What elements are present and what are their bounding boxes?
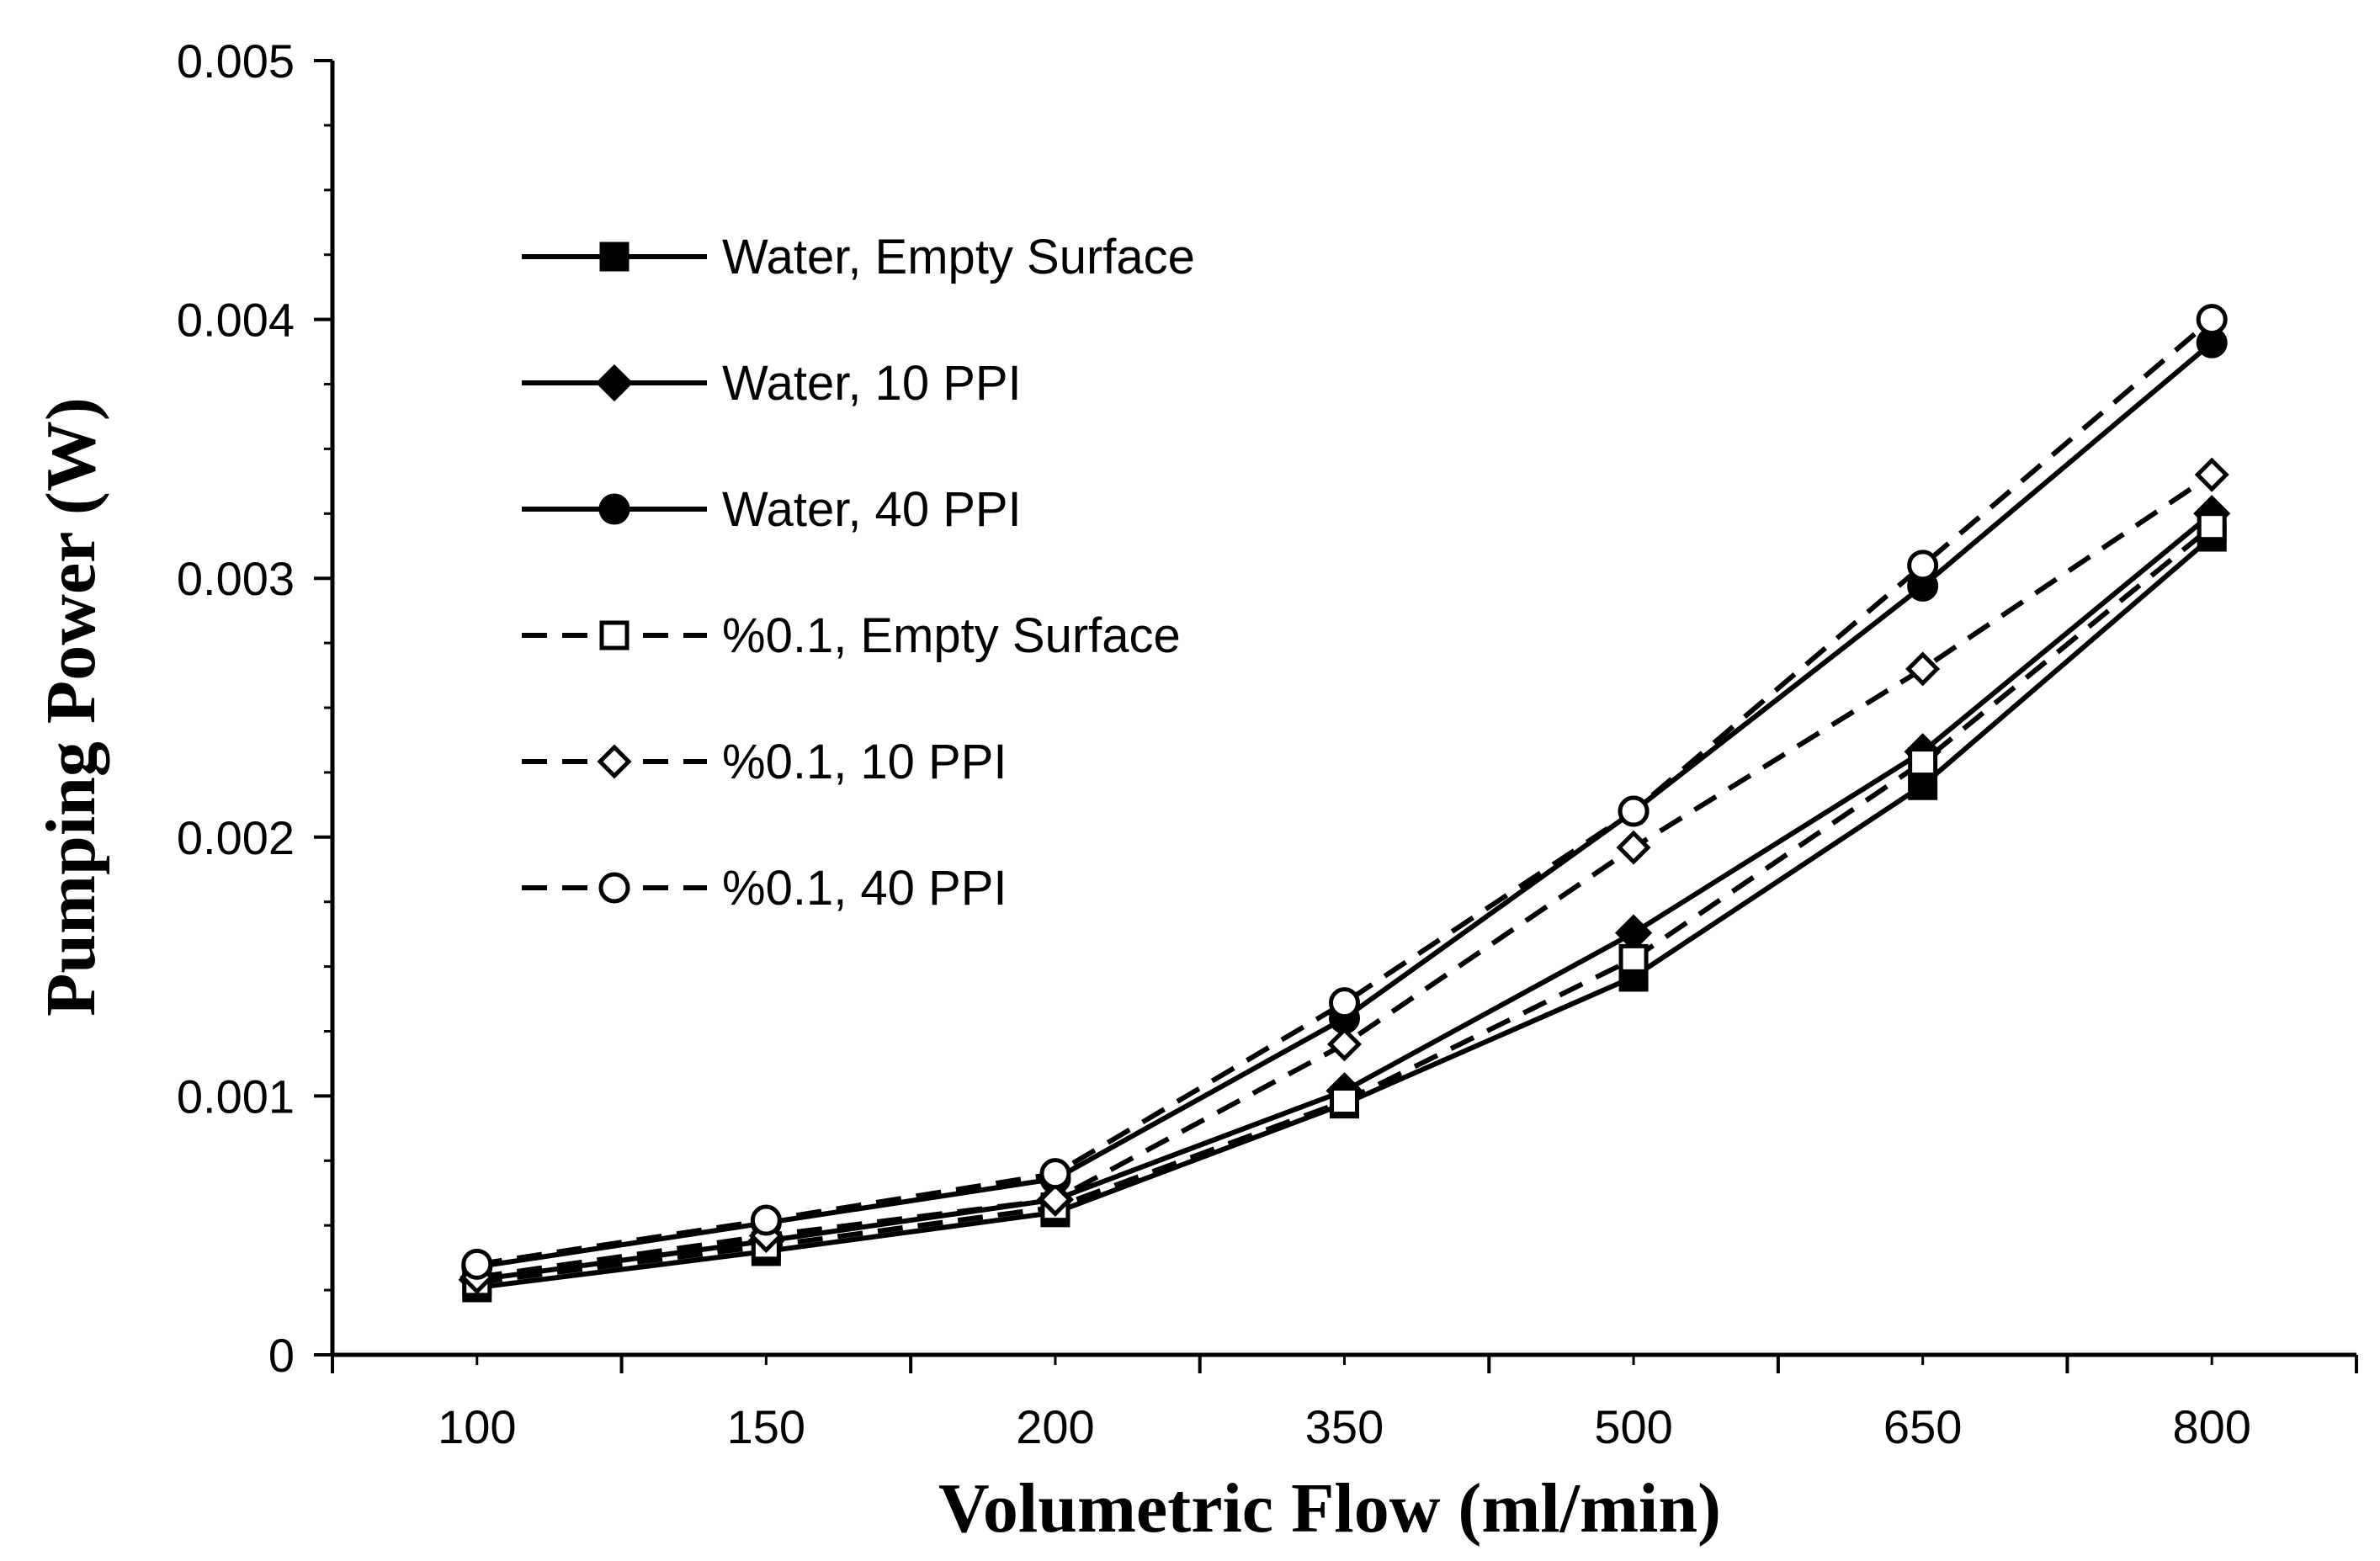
data-point bbox=[1326, 1027, 1363, 1062]
legend-entry: Water, Empty Surface bbox=[522, 230, 1195, 284]
data-point bbox=[1038, 1181, 1073, 1217]
y-tick-label: 0.004 bbox=[177, 294, 295, 347]
data-point bbox=[2194, 457, 2229, 492]
legend-label: %0.1, Empty Surface bbox=[722, 608, 1181, 663]
x-axis-title: Volumetric Flow (ml/min) bbox=[938, 1469, 1721, 1548]
data-point bbox=[1039, 1158, 1071, 1190]
data-point bbox=[1618, 795, 1650, 827]
series-2 bbox=[461, 327, 2228, 1282]
legend-marker bbox=[595, 364, 634, 402]
legend-label: %0.1, 40 PPI bbox=[722, 861, 1007, 916]
y-tick-label: 0.002 bbox=[177, 811, 295, 864]
y-axis-title: Pumping Power (W) bbox=[32, 397, 110, 1017]
data-point bbox=[1329, 987, 1360, 1019]
legend: Water, Empty Surface Water, 10 PPI Water, … bbox=[522, 230, 1195, 916]
data-point bbox=[750, 1204, 782, 1236]
x-tick-label: 150 bbox=[727, 1400, 805, 1453]
data-point bbox=[1330, 1086, 1359, 1117]
legend-entry: %0.1, Empty Surface bbox=[522, 608, 1181, 663]
data-point bbox=[1618, 943, 1649, 974]
x-tick-label: 500 bbox=[1594, 1400, 1672, 1453]
legend-label: Water, 10 PPI bbox=[722, 356, 1022, 411]
y-tick-label: 0.001 bbox=[177, 1070, 295, 1123]
x-tick-label: 650 bbox=[1883, 1400, 1962, 1453]
series-layer bbox=[458, 304, 2231, 1303]
data-point bbox=[1616, 830, 1651, 865]
data-point bbox=[1908, 747, 1938, 778]
legend-marker bbox=[598, 493, 630, 525]
x-tick-label: 350 bbox=[1305, 1400, 1384, 1453]
series-line bbox=[476, 317, 2214, 1267]
legend-entry: %0.1, 40 PPI bbox=[522, 861, 1007, 916]
legend-label: %0.1, 10 PPI bbox=[722, 735, 1007, 789]
y-axis-ticks: 0 0.001 0.002 0.003 0.004 0.005 bbox=[177, 35, 332, 1382]
x-tick-label: 100 bbox=[438, 1400, 516, 1453]
legend-entry: Water, 40 PPI bbox=[522, 482, 1022, 537]
data-point bbox=[461, 1248, 493, 1280]
x-tick-label: 800 bbox=[2172, 1400, 2250, 1453]
y-tick-label: 0.005 bbox=[177, 35, 295, 88]
series-line bbox=[476, 340, 2214, 1270]
series-5 bbox=[461, 304, 2228, 1280]
y-tick-label: 0.003 bbox=[177, 552, 295, 605]
legend-label: Water, 40 PPI bbox=[722, 482, 1022, 537]
data-point bbox=[2196, 304, 2228, 336]
legend-label: Water, Empty Surface bbox=[722, 230, 1195, 284]
data-point bbox=[1907, 550, 1939, 581]
legend-entry: Water, 10 PPI bbox=[522, 356, 1022, 411]
data-point bbox=[1905, 651, 1941, 687]
x-tick-label: 200 bbox=[1016, 1400, 1094, 1453]
x-axis-ticks: 100 150 200 350 500 650 800 bbox=[331, 1355, 2358, 1453]
legend-marker bbox=[599, 620, 630, 650]
legend-marker bbox=[599, 242, 630, 272]
legend-entry: %0.1, 10 PPI bbox=[522, 735, 1007, 789]
data-point bbox=[2197, 512, 2227, 542]
y-tick-label: 0 bbox=[268, 1329, 295, 1382]
legend-marker bbox=[598, 872, 630, 904]
legend-marker bbox=[597, 744, 632, 779]
